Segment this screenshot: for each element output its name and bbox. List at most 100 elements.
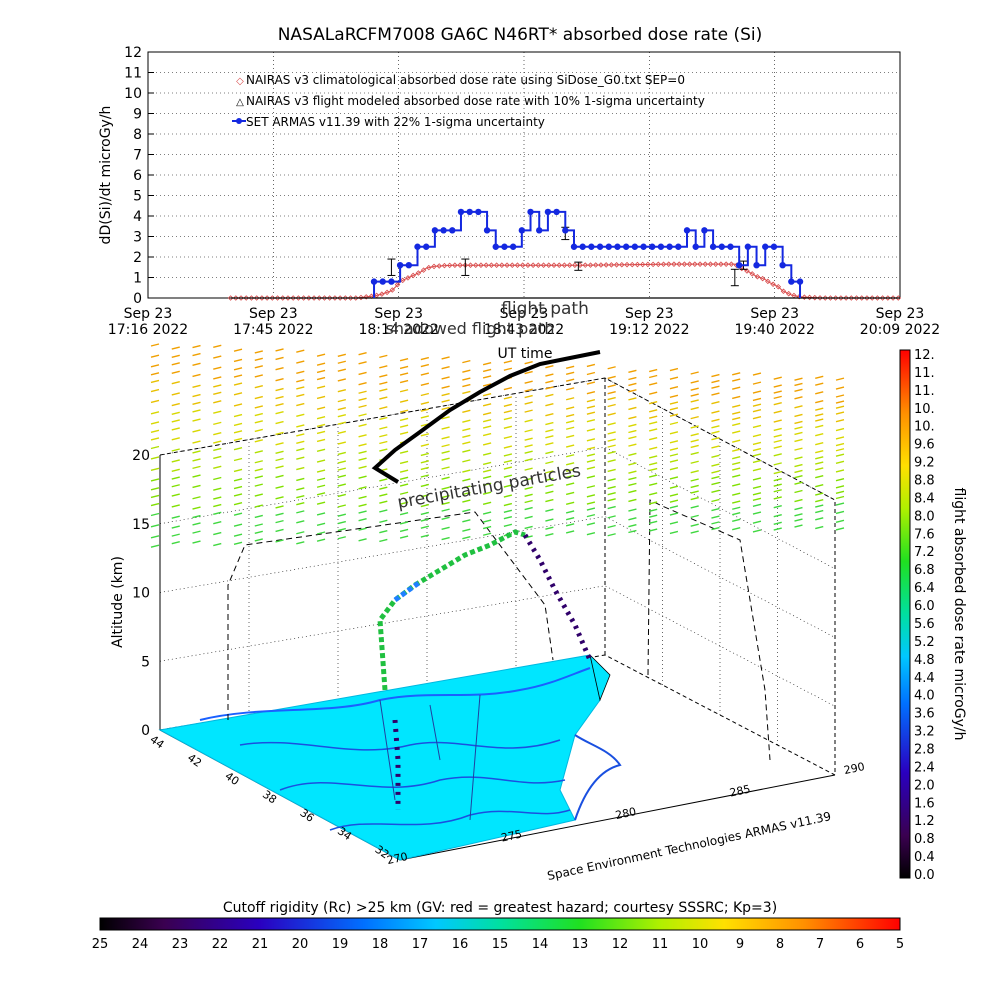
particle-dash <box>275 505 284 509</box>
particle-dash <box>732 506 741 510</box>
series-nairas-clim-point <box>587 262 594 268</box>
top-x-tick-date: Sep 23 <box>876 306 925 322</box>
particle-dash <box>420 474 430 478</box>
particle-dash <box>835 386 845 390</box>
series-nairas-clim-point <box>791 292 797 299</box>
particle-dash <box>649 514 658 518</box>
particle-dash <box>815 450 824 454</box>
particle-dash <box>545 460 554 465</box>
series-nairas-clim-point <box>462 262 469 268</box>
series-nairas-clim-point <box>592 262 599 268</box>
particle-dash <box>254 450 263 454</box>
particle-dash <box>441 457 450 461</box>
particle-dash <box>524 467 533 471</box>
particle-dash <box>337 353 346 358</box>
particle-dash <box>794 420 803 425</box>
particle-dash <box>669 493 679 497</box>
particle-dash <box>379 381 388 385</box>
particle-dash <box>732 526 741 531</box>
series-armas-point <box>727 243 734 250</box>
particle-dash <box>732 416 741 421</box>
particle-dash <box>296 494 305 499</box>
particle-dash <box>171 459 180 463</box>
particle-dash <box>649 501 658 505</box>
dose-rate-colorbar-tick: 7.6 <box>914 527 935 542</box>
dose-rate-colorbar-tick: 0.4 <box>914 850 935 865</box>
particle-dash <box>565 462 575 466</box>
series-armas-point <box>701 227 708 234</box>
particle-dash <box>690 425 699 429</box>
particle-dash <box>835 460 845 464</box>
particle-dash <box>773 395 782 400</box>
top-y-tick-label: 11 <box>124 66 142 82</box>
series-nairas-clim-point <box>681 261 688 267</box>
particle-dash <box>711 437 720 441</box>
dose-rate-colorbar-tick: 2.8 <box>914 742 935 757</box>
particle-dash <box>524 450 533 454</box>
particle-dash <box>171 504 180 508</box>
particle-dash <box>316 353 326 357</box>
particle-dash <box>171 533 180 537</box>
particle-dash <box>669 447 679 451</box>
map-surface <box>158 653 622 861</box>
particle-dash <box>607 533 616 537</box>
series-nairas-clim-point <box>472 262 479 268</box>
cutoff-rigidity-tick: 16 <box>452 937 469 952</box>
particle-dash <box>524 493 533 497</box>
particle-dash <box>752 447 762 452</box>
particle-dash <box>150 343 160 347</box>
particle-dash <box>752 372 762 376</box>
series-nairas-clim-point <box>582 262 589 268</box>
particle-dash <box>732 422 741 427</box>
particle-dash <box>462 409 471 413</box>
particle-dash <box>649 528 658 532</box>
series-nairas-clim-point <box>676 261 682 267</box>
particle-dash <box>794 447 803 451</box>
altitude-tick-labels: 0 5 10 15 20 <box>132 448 150 739</box>
particle-dash <box>732 467 741 471</box>
top-x-tick-time: 17:16 2022 <box>108 322 188 338</box>
map-northeast-coast <box>589 653 611 702</box>
particle-dash <box>524 360 533 365</box>
particle-dash <box>233 422 243 427</box>
particle-dash <box>835 502 845 506</box>
particle-dash <box>503 386 513 391</box>
particle-dash <box>482 461 492 466</box>
particle-dash <box>337 536 346 540</box>
particle-dash <box>815 391 824 395</box>
series-nairas-clim-point <box>702 261 709 267</box>
particle-dash <box>192 474 201 478</box>
cutoff-rigidity-tick: 9 <box>736 937 744 952</box>
cutoff-rigidity-tick: 21 <box>252 937 269 952</box>
particle-dash <box>545 428 554 433</box>
top-y-axis-label: dD(Si)/dt microGy/h <box>98 106 114 245</box>
dose-rate-colorbar-tick: 6.4 <box>914 581 935 596</box>
particle-dash <box>399 424 409 428</box>
particle-dash <box>192 384 201 388</box>
particle-dash <box>503 466 513 470</box>
particle-dash <box>773 521 782 525</box>
particle-dash <box>192 506 201 510</box>
particle-dash <box>254 405 263 409</box>
series-nairas-clim-point <box>415 270 422 276</box>
series-nairas-clim-point <box>759 275 766 282</box>
particle-dash <box>213 431 222 436</box>
particle-dash <box>752 511 762 515</box>
series-nairas-clim-point <box>577 262 583 268</box>
dose-rate-colorbar-tick: 6.0 <box>914 599 935 614</box>
particle-dash <box>192 352 201 357</box>
particle-dash <box>441 450 450 454</box>
cutoff-rigidity-tick: 18 <box>372 937 389 952</box>
particle-dash <box>752 409 762 413</box>
particle-dash <box>358 486 367 490</box>
particle-dash <box>794 405 803 409</box>
particle-dash <box>358 361 367 365</box>
particle-dash <box>565 510 575 514</box>
particle-dash <box>794 431 803 436</box>
particle-dash <box>254 483 263 487</box>
particle-dash <box>275 442 284 446</box>
particle-dash <box>794 524 803 528</box>
particle-dash <box>441 526 450 530</box>
